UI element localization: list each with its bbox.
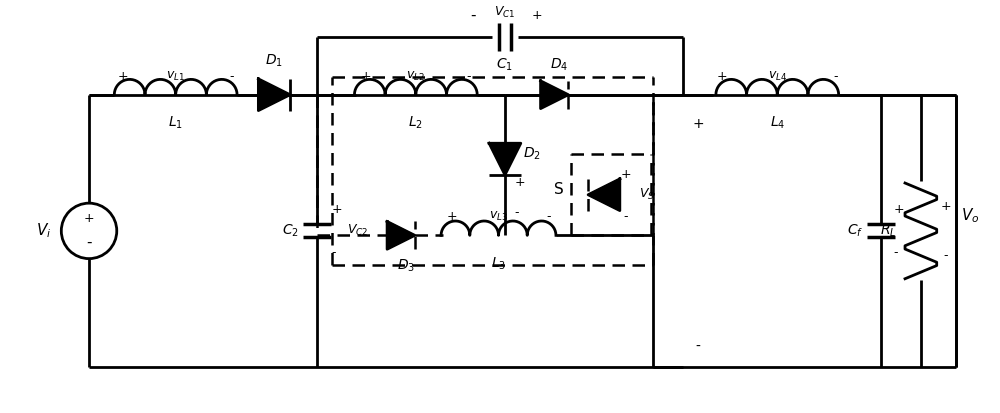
- Text: -: -: [229, 70, 234, 83]
- Polygon shape: [541, 81, 568, 109]
- Text: +: +: [692, 117, 704, 131]
- Text: +: +: [447, 211, 457, 223]
- Text: $D_2$: $D_2$: [523, 146, 541, 162]
- Text: $C_1$: $C_1$: [496, 57, 513, 74]
- Text: -: -: [893, 246, 898, 259]
- Polygon shape: [489, 143, 521, 175]
- Text: +: +: [118, 70, 128, 83]
- Text: $L_3$: $L_3$: [491, 255, 506, 272]
- Text: $L_1$: $L_1$: [168, 114, 183, 131]
- Text: +: +: [893, 203, 904, 216]
- Text: $V_{C2}$: $V_{C2}$: [347, 223, 368, 238]
- Text: $V_S$: $V_S$: [639, 187, 654, 202]
- Polygon shape: [258, 79, 290, 111]
- Text: S: S: [554, 182, 563, 197]
- Text: -: -: [833, 70, 838, 83]
- Text: +: +: [620, 169, 631, 181]
- Text: $L_2$: $L_2$: [408, 114, 423, 131]
- Text: $V_i$: $V_i$: [36, 221, 51, 240]
- Text: -: -: [467, 70, 471, 83]
- Text: $D_3$: $D_3$: [397, 257, 415, 273]
- Polygon shape: [387, 221, 415, 249]
- Text: $v_{L2}$: $v_{L2}$: [406, 70, 425, 83]
- Text: $V_{C1}$: $V_{C1}$: [494, 5, 516, 21]
- Text: +: +: [332, 203, 342, 216]
- Text: $D_4$: $D_4$: [550, 57, 569, 73]
- Text: -: -: [515, 206, 519, 218]
- Text: $v_{L3}$: $v_{L3}$: [489, 210, 508, 223]
- Text: -: -: [86, 235, 92, 250]
- Polygon shape: [588, 179, 620, 211]
- Text: -: -: [943, 249, 948, 262]
- Text: +: +: [84, 212, 94, 225]
- Text: +: +: [940, 199, 951, 213]
- Text: +: +: [515, 176, 525, 189]
- Text: -: -: [471, 7, 476, 22]
- Text: -: -: [696, 340, 700, 354]
- Text: +: +: [531, 9, 542, 22]
- Text: $C_f$: $C_f$: [847, 223, 863, 239]
- Text: $D_1$: $D_1$: [265, 52, 283, 69]
- Text: +: +: [717, 70, 727, 83]
- Text: $v_{L1}$: $v_{L1}$: [166, 70, 185, 83]
- Text: -: -: [624, 210, 628, 223]
- Text: $C_2$: $C_2$: [282, 223, 299, 239]
- Text: $v_{L4}$: $v_{L4}$: [768, 70, 787, 83]
- Text: -: -: [332, 246, 336, 259]
- Text: +: +: [360, 70, 371, 83]
- Text: -: -: [546, 211, 551, 223]
- Text: $L_4$: $L_4$: [770, 114, 785, 131]
- Text: $R_L$: $R_L$: [880, 223, 896, 239]
- Text: $V_o$: $V_o$: [961, 206, 980, 225]
